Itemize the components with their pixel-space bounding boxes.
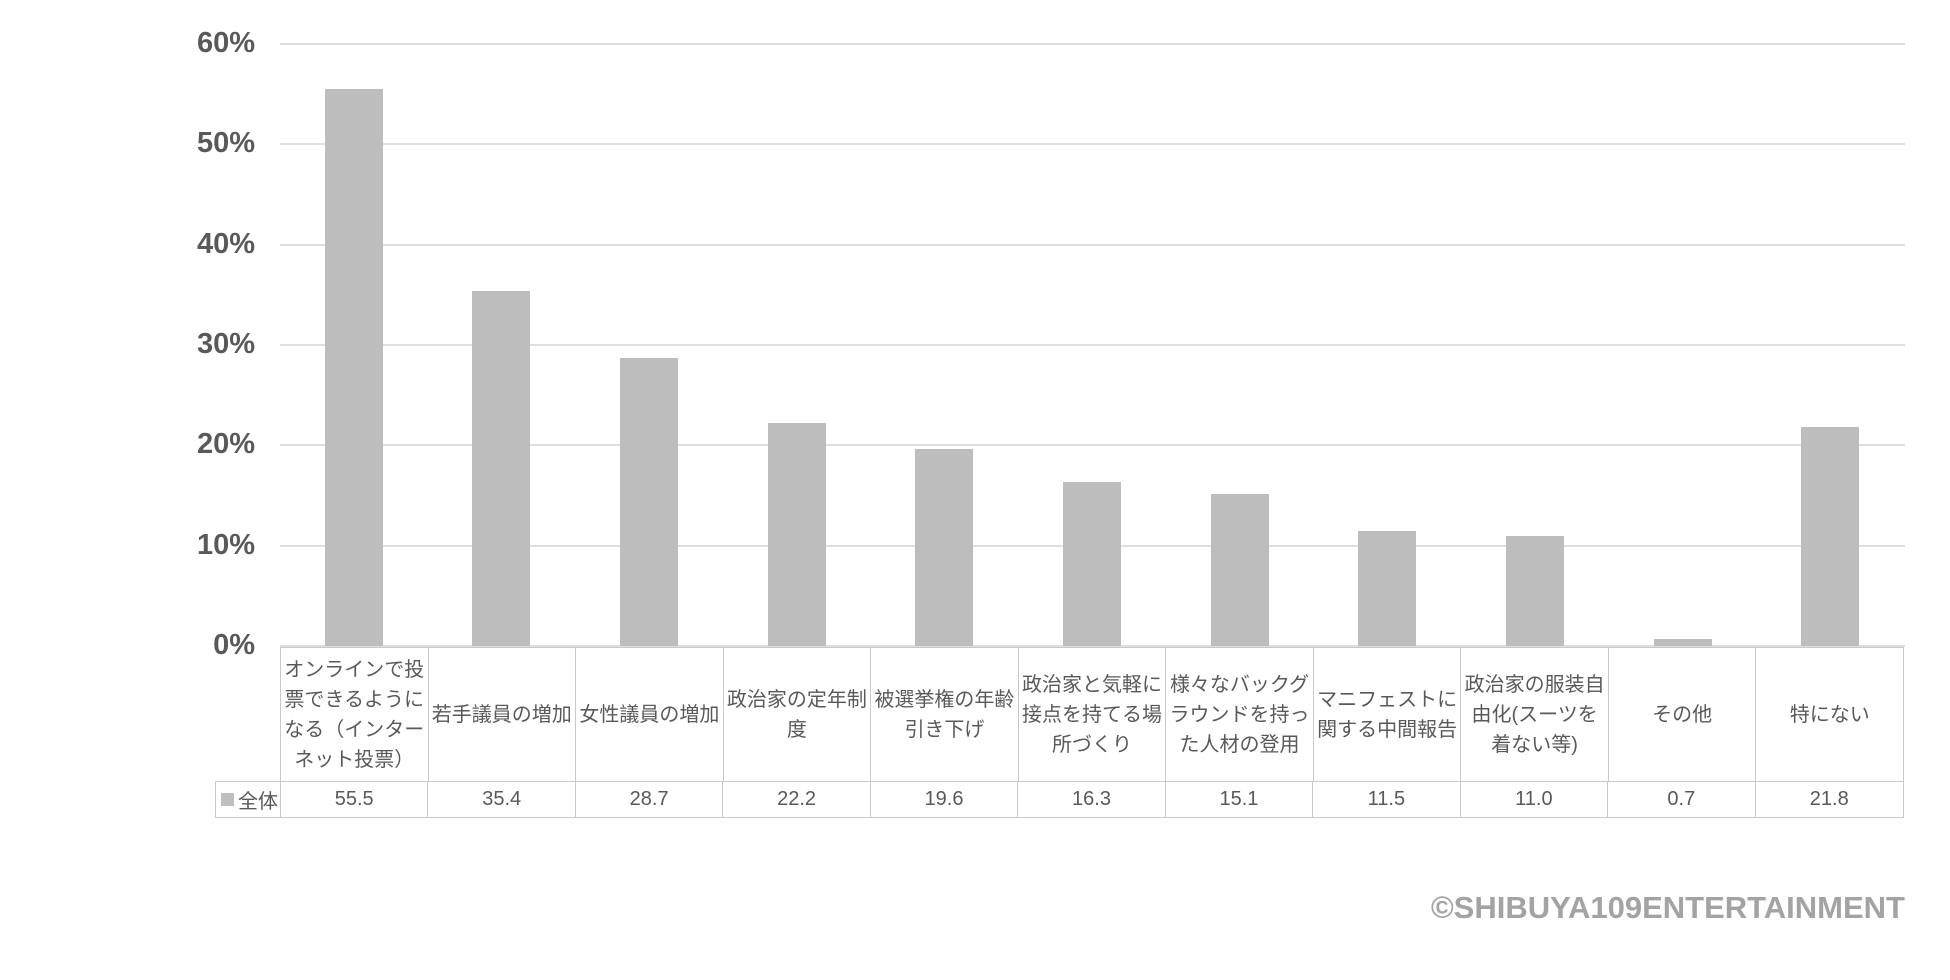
category-header-cell: 政治家の服装自由化(スーツを着ない等) bbox=[1461, 648, 1609, 781]
value-cell: 16.3 bbox=[1018, 782, 1166, 817]
bar bbox=[324, 89, 383, 646]
y-axis-tick-label: 30% bbox=[196, 328, 255, 360]
value-cell: 11.5 bbox=[1313, 782, 1461, 817]
value-cell: 55.5 bbox=[281, 782, 429, 817]
legend-cell: 全体 bbox=[216, 782, 281, 817]
category-header-cell: 若手議員の増加 bbox=[429, 648, 577, 781]
y-axis-tick-label: 0% bbox=[213, 629, 255, 661]
bar bbox=[767, 423, 826, 646]
category-header-cell: 様々なバックグラウンドを持った人材の登用 bbox=[1166, 648, 1314, 781]
gridline bbox=[280, 444, 1905, 447]
value-cell: 19.6 bbox=[871, 782, 1019, 817]
category-header-cell: 政治家と気軽に接点を持てる場所づくり bbox=[1019, 648, 1167, 781]
value-cell: 35.4 bbox=[428, 782, 576, 817]
category-header-cell: 特にない bbox=[1756, 648, 1904, 781]
category-header-cell: マニフェストに関する中間報告 bbox=[1314, 648, 1462, 781]
bar bbox=[620, 358, 679, 646]
category-header-cell: 女性議員の増加 bbox=[576, 648, 724, 781]
bar bbox=[1063, 482, 1121, 646]
bar bbox=[1801, 427, 1860, 646]
gridline bbox=[280, 645, 1905, 647]
category-header-cell: その他 bbox=[1609, 648, 1757, 781]
y-axis-tick-label: 60% bbox=[196, 27, 255, 59]
bar bbox=[1358, 530, 1417, 646]
value-cell: 22.2 bbox=[723, 782, 871, 817]
data-table-value-row: 全体 55.5 35.4 28.7 22.2 19.6 16.3 15.1 11.5 11.0 0… bbox=[215, 781, 1904, 818]
value-cell: 21.8 bbox=[1809, 788, 1849, 810]
bar bbox=[472, 290, 531, 646]
y-axis-tick-label: 10% bbox=[196, 528, 255, 561]
copyright-text: ©SHIBUYA109ENTERTAINMENT bbox=[1430, 890, 1905, 925]
value-cell: 28.7 bbox=[576, 782, 724, 817]
category-header-cell: オンラインで投票できるようになる（インターネット投票） bbox=[281, 648, 429, 781]
y-axis-tick-label: 20% bbox=[196, 428, 255, 461]
gridline bbox=[280, 43, 1905, 45]
gridline bbox=[280, 243, 1905, 246]
category-header-cell: 政治家の定年制度 bbox=[724, 648, 872, 781]
bar bbox=[1653, 638, 1712, 646]
value-cell: 11.0 bbox=[1461, 782, 1609, 817]
category-header-row: オンラインで投票できるようになる（インターネット投票） 若手議員の増加 女性議員の増… bbox=[280, 647, 1904, 781]
value-cell: 0.7 bbox=[1608, 782, 1756, 817]
y-axis-tick-label: 50% bbox=[196, 127, 255, 160]
category-header-cell: 被選挙権の年齢引き下げ bbox=[871, 648, 1019, 781]
legend-label: 全体 bbox=[238, 791, 278, 813]
legend-swatch-icon bbox=[221, 793, 234, 806]
bar bbox=[1505, 535, 1564, 646]
gridline bbox=[280, 344, 1905, 346]
value-cell: 15.1 bbox=[1166, 782, 1314, 817]
bar bbox=[1210, 494, 1269, 646]
y-axis-tick-label: 40% bbox=[196, 227, 255, 260]
gridline bbox=[280, 143, 1905, 146]
bar bbox=[915, 449, 974, 646]
